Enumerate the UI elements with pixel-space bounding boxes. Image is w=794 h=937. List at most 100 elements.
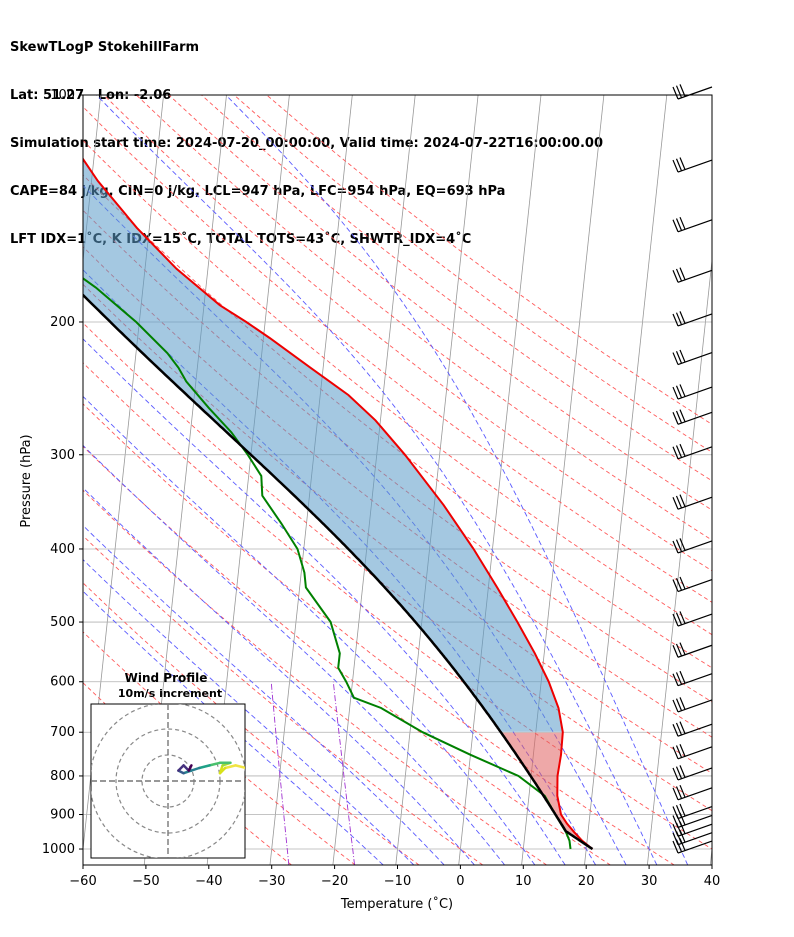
y-tick-label: 300: [50, 448, 75, 463]
wind-barb: [672, 349, 713, 366]
temperature-profile-line: [83, 157, 594, 850]
mixing-ratio-line: [332, 681, 356, 865]
wind-barb-flag: [672, 823, 679, 837]
wind-barb-staff: [677, 805, 713, 820]
wind-barb-staff: [677, 787, 713, 801]
wind-barb-staff: [677, 644, 713, 658]
wind-barb-flag: [679, 311, 686, 324]
cape-shading: [83, 159, 563, 732]
wind-barb: [672, 576, 713, 593]
x-axis-label: Temperature (˚C): [340, 896, 453, 912]
moist-adiabat-line: [96, 95, 658, 865]
hodograph-segment: [182, 769, 193, 775]
wind-barb-flag: [675, 786, 683, 799]
moist-adiabat-line: [83, 338, 566, 865]
wind-barb-flag: [679, 576, 686, 590]
wind-barb-flag: [679, 409, 686, 422]
parcel-path-line: [83, 293, 594, 851]
hodograph-segment: [197, 764, 211, 770]
wind-barb-staff: [677, 540, 713, 554]
wind-barb-flag: [672, 386, 679, 400]
isotherm-line: [646, 256, 712, 865]
wind-barb: [672, 494, 713, 510]
wind-barb: [672, 697, 713, 713]
wind-barb-staff: [677, 578, 713, 593]
y-tick-label: 100: [50, 88, 75, 103]
moist-adiabat-line: [225, 95, 689, 865]
moist-adiabat-line: [83, 444, 505, 865]
wind-barb-flag: [672, 787, 679, 801]
y-tick-label: 600: [50, 675, 75, 690]
wind-barb-staff: [677, 673, 713, 687]
wind-barb-flag: [675, 672, 683, 685]
wind-barb-staff: [677, 832, 713, 846]
wind-barb: [672, 803, 713, 820]
wind-barb: [672, 611, 713, 627]
wind-barb-flag: [672, 645, 679, 658]
wind-barb-flag: [672, 313, 679, 327]
wind-barb: [672, 443, 713, 460]
wind-barb-flag: [675, 312, 683, 325]
wind-barb-flag: [679, 721, 686, 734]
wind-barb-flag: [675, 85, 683, 98]
wind-barb: [672, 311, 713, 327]
dry-adiabat-line: [83, 403, 675, 865]
wind-barb: [672, 821, 713, 837]
wind-barb: [672, 216, 713, 233]
wind-barb-flag: [675, 385, 683, 398]
dry-adiabat-line: [83, 489, 547, 865]
x-tick-label: −10: [384, 874, 411, 889]
hodograph-segment: [187, 764, 193, 772]
wind-barb-flag: [675, 445, 683, 458]
wind-barb-flag: [679, 611, 686, 624]
wind-barb: [672, 642, 713, 658]
y-axis-label: Pressure (hPa): [19, 434, 34, 527]
wind-barbs: [672, 84, 713, 854]
wind-barb: [672, 670, 713, 687]
dry-adiabat-line: [266, 95, 712, 425]
wind-barb-staff: [677, 746, 713, 760]
dry-adiabat-line: [83, 445, 611, 865]
wind-barb-flag: [675, 539, 683, 552]
hodograph-segment: [190, 766, 201, 772]
wind-barb-flag: [672, 746, 679, 760]
wind-barb-flag: [672, 352, 679, 365]
y-tick-label: 700: [50, 725, 75, 740]
x-tick-label: 0: [456, 874, 464, 889]
wind-barb-staff: [677, 723, 713, 737]
wind-barb-staff: [677, 86, 713, 100]
wind-barb-flag: [675, 578, 683, 591]
isotherm-line: [584, 95, 668, 865]
chart-title: SkewTLogP StokehillFarm: [10, 40, 200, 55]
y-tick-label: 200: [50, 315, 75, 330]
moist-adiabat-line: [83, 524, 445, 865]
wind-barb-flag: [679, 784, 686, 798]
wind-barb-flag: [675, 643, 683, 657]
wind-barb-flag: [672, 832, 679, 845]
hodograph-inset: Wind Profile 10m/s increment: [90, 671, 246, 859]
dry-adiabat-line: [168, 95, 712, 511]
wind-barb-flag: [672, 270, 679, 283]
wind-barb-flag: [679, 84, 686, 97]
y-tick-label: 900: [50, 808, 75, 823]
wind-barb-flag: [672, 723, 679, 737]
x-tick-label: −40: [195, 874, 222, 889]
dewpoint-profile-line: [83, 277, 572, 850]
x-tick-label: 10: [515, 874, 532, 889]
wind-barb-flag: [675, 495, 683, 509]
wind-barb-staff: [677, 496, 713, 510]
wind-barb-flag: [672, 86, 679, 100]
x-tick-label: 30: [641, 874, 658, 889]
wind-barb-flag: [672, 219, 679, 233]
y-tick-label: 800: [50, 769, 75, 784]
hodograph-title: Wind Profile: [125, 671, 208, 685]
wind-barb-flag: [679, 803, 686, 817]
wind-barb-staff: [677, 699, 713, 713]
wind-barb-flag: [672, 815, 679, 828]
wind-barb-flag: [679, 642, 686, 655]
wind-barb-staff: [677, 386, 713, 400]
hodograph-segment: [234, 764, 245, 770]
plot-area: [83, 95, 712, 865]
wind-barb-staff: [677, 269, 713, 283]
